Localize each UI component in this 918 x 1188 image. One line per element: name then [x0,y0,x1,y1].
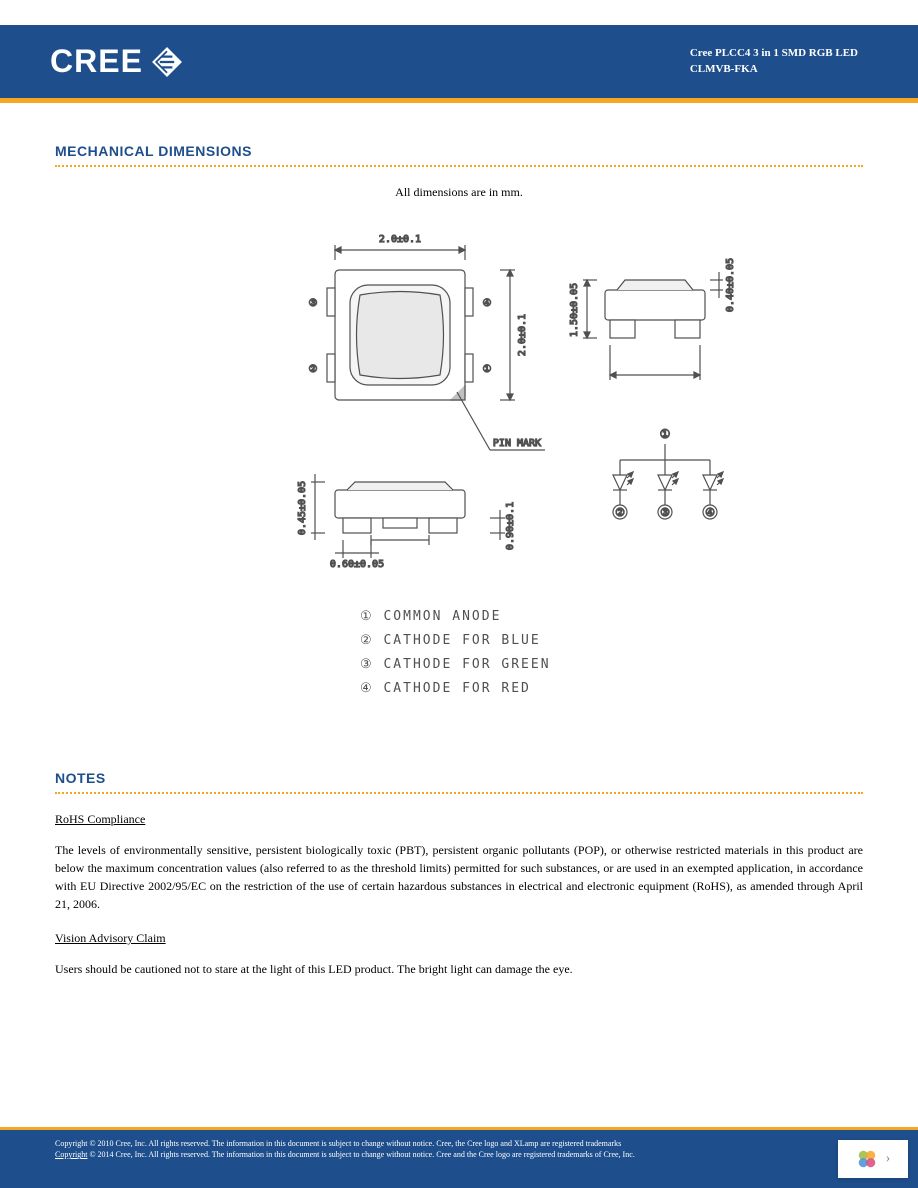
content: MECHANICAL DIMENSIONS All dimensions are… [0,103,918,978]
sch-pin4: ④ [705,506,715,519]
vision-subhead: Vision Advisory Claim [55,931,863,946]
header-title-line1: Cree PLCC4 3 in 1 SMD RGB LED [690,46,858,61]
dim-bottom-h: 0.45±0.05 [297,481,308,535]
mechanical-heading: MECHANICAL DIMENSIONS [55,143,863,159]
rohs-subhead: RoHS Compliance [55,812,863,827]
legend-4-label: CATHODE FOR RED [383,681,530,696]
legend-1-num: ① [360,609,374,624]
chevron-right-icon: › [886,1151,891,1167]
divider [55,165,863,167]
logo: CREE [50,43,185,80]
dim-bottom-inner: 0.90±0.1 [505,502,516,550]
header-title: Cree PLCC4 3 in 1 SMD RGB LED CLMVB-FKA [690,46,858,77]
svg-text:② CATHODE FOR BLUE: ② CATHODE FOR BLUE [360,633,541,648]
divider [55,792,863,794]
dimensions-note: All dimensions are in mm. [55,185,863,200]
legend-2-num: ② [360,633,374,648]
mechanical-diagram: ③ ② ④ ① 2.0±0.1 2. [55,230,863,730]
dim-width: 2.0±0.1 [379,234,421,245]
notes-heading: NOTES [55,770,863,786]
svg-text:④ CATHODE FOR RED: ④ CATHODE FOR RED [360,681,531,696]
copyright-link[interactable]: Copyright [55,1150,87,1159]
top-strip [0,0,918,25]
help-widget[interactable]: › [838,1140,908,1178]
svg-text:③ CATHODE FOR GREEN: ③ CATHODE FOR GREEN [360,657,551,672]
footer-line2-rest: © 2014 Cree, Inc. All rights reserved. T… [87,1150,634,1159]
svg-text:① COMMON ANODE: ① COMMON ANODE [360,609,501,624]
footer: Copyright © 2010 Cree, Inc. All rights r… [0,1130,918,1188]
vision-body: Users should be cautioned not to stare a… [55,960,863,978]
pin-2-label: ② [309,364,318,375]
header: CREE Cree PLCC4 3 in 1 SMD RGB LED CLMVB… [0,25,918,98]
sch-pin2: ② [615,506,625,519]
sch-pin1: ① [660,427,671,441]
dim-height: 2.0±0.1 [517,314,528,356]
pin-3-label: ③ [309,298,318,309]
footer-line2: Copyright © 2014 Cree, Inc. All rights r… [55,1149,863,1160]
header-title-line2: CLMVB-FKA [690,62,858,77]
diagram-svg: ③ ② ④ ① 2.0±0.1 2. [255,230,795,730]
rohs-body: The levels of environmentally sensitive,… [55,841,863,913]
legend-4-num: ④ [360,681,374,696]
notes-section: NOTES RoHS Compliance The levels of envi… [55,770,863,978]
pin-4-label: ④ [483,298,492,309]
logo-text: CREE [50,43,143,80]
dim-side-h: 1.50±0.05 [569,283,580,337]
logo-badge-icon [149,44,185,80]
flower-icon [856,1148,878,1170]
legend-3-label: CATHODE FOR GREEN [383,657,550,672]
dim-bottom-w: 0.60±0.05 [330,559,384,570]
footer-line1: Copyright © 2010 Cree, Inc. All rights r… [55,1138,863,1149]
legend-2-label: CATHODE FOR BLUE [383,633,540,648]
legend-1-label: COMMON ANODE [383,609,501,624]
pin-1-label: ① [483,364,492,375]
pin-mark-label: PIN MARK [493,438,541,449]
legend-3-num: ③ [360,657,374,672]
dim-side-top: 0.40±0.05 [725,258,736,312]
sch-pin3: ③ [660,506,670,519]
